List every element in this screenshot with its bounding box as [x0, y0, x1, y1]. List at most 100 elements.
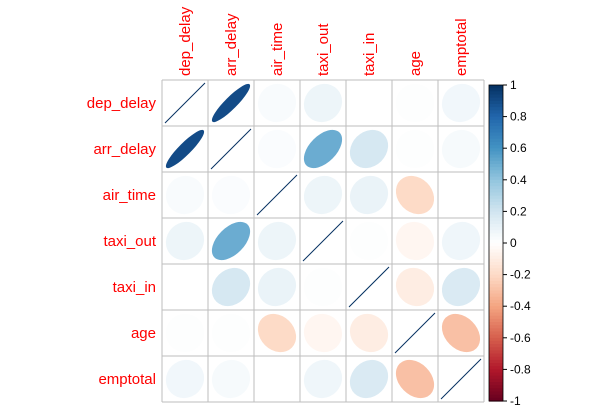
colorbar-tick-label: -0.8: [510, 362, 531, 376]
colorbar-segment: [489, 113, 503, 118]
colorbar-segment: [489, 110, 503, 115]
cell-arr_delay-emptotal: [441, 129, 481, 169]
cell-air_time-taxi_out: [303, 175, 343, 215]
cell-dep_delay-taxi_out: [303, 83, 343, 123]
colorbar-segment: [489, 284, 503, 288]
colorbar-segment: [489, 378, 503, 383]
colorbar-segment: [489, 107, 503, 111]
colorbar-segment: [489, 258, 503, 263]
column-labels: dep_delay arr_delay air_time taxi_out taxi_i…: [177, 6, 470, 76]
colorbar-segment: [489, 100, 503, 105]
cell-taxi_out-emptotal: [441, 221, 481, 261]
cell-air_time-age: [395, 175, 435, 215]
column-label-arr_delay: arr_delay: [223, 13, 240, 76]
colorbar-segment: [489, 198, 503, 203]
colorbar-segment: [489, 195, 503, 200]
cell-age-taxi_out: [303, 313, 343, 353]
colorbar-segment: [489, 337, 503, 342]
colorbar-segment: [489, 236, 503, 241]
cell-dep_delay-emptotal: [441, 83, 481, 123]
colorbar-segment: [489, 179, 503, 184]
row-label-air_time: air_time: [103, 187, 156, 204]
colorbar-segment: [489, 265, 503, 269]
colorbar-segment: [489, 331, 503, 336]
colorbar-segment: [489, 205, 503, 209]
colorbar-segment: [489, 325, 503, 329]
colorbar-tick-label: 1: [510, 78, 517, 92]
colorbar-segment: [489, 157, 503, 162]
colorbar-segment: [489, 347, 503, 352]
colorbar-segment: [489, 318, 503, 323]
colorbar-segment: [489, 220, 503, 225]
colorbar-segment: [489, 359, 503, 364]
colorbar-segment: [489, 372, 503, 377]
colorbar-segment: [489, 239, 503, 244]
colorbar-segment: [489, 141, 503, 146]
cell-taxi_in-taxi_out: [303, 267, 343, 307]
cell-dep_delay-air_time: [257, 83, 297, 123]
colorbar-segment: [489, 217, 503, 222]
cell-age-arr_delay: [211, 313, 251, 353]
row-label-arr_delay: arr_delay: [93, 141, 156, 158]
colorbar-segment: [489, 145, 503, 149]
matrix-cells: [164, 82, 482, 400]
colorbar-segment: [489, 88, 503, 92]
cell-taxi_in-dep_delay: [165, 267, 205, 307]
column-label-emptotal: emptotal: [453, 18, 470, 76]
colorbar-segment: [489, 138, 503, 143]
colorbar-segment: [489, 306, 503, 310]
colorbar-segment: [489, 129, 503, 133]
colorbar-segment: [489, 94, 503, 99]
column-label-air_time: air_time: [269, 23, 286, 76]
colorbar-segment: [489, 211, 503, 216]
cell-air_time-taxi_in: [349, 175, 389, 215]
cell-taxi_in-arr_delay: [211, 267, 251, 307]
colorbar-segment: [489, 201, 503, 206]
cell-taxi_in-taxi_in-diagonal: [348, 266, 390, 308]
colorbar-segment: [489, 173, 503, 178]
colorbar-segment: [489, 375, 503, 380]
row-label-taxi_in: taxi_in: [113, 279, 156, 296]
colorbar-segment: [489, 334, 503, 339]
colorbar-segment: [489, 176, 503, 181]
colorbar-segment: [489, 382, 503, 386]
colorbar-tick-label: 0.6: [510, 141, 527, 155]
colorbar-segment: [489, 170, 503, 175]
colorbar-segment: [489, 233, 503, 238]
colorbar-segment: [489, 97, 503, 102]
colorbar-segment: [489, 189, 503, 194]
colorbar-segment: [489, 309, 503, 314]
colorbar-segment: [489, 312, 503, 317]
column-label-dep_delay: dep_delay: [177, 6, 194, 76]
cell-dep_delay-taxi_in: [349, 83, 389, 123]
cell-emptotal-air_time: [257, 359, 297, 399]
colorbar-segment: [489, 167, 503, 171]
cell-age-dep_delay: [165, 313, 205, 353]
colorbar-segment: [489, 249, 503, 254]
colorbar-tick-label: -1: [510, 394, 521, 408]
colorbar-segment: [489, 208, 503, 212]
cell-taxi_out-dep_delay: [165, 221, 205, 261]
colorbar-segment: [489, 293, 503, 298]
colorbar-segment: [489, 394, 503, 399]
cell-taxi_in-age: [395, 267, 435, 307]
colorbar-tick-label: 0.2: [510, 204, 527, 218]
cell-age-taxi_in: [349, 313, 389, 353]
colorbar-segment: [489, 261, 503, 266]
colorbar-segment: [489, 116, 503, 121]
cell-emptotal-taxi_out: [303, 359, 343, 399]
colorbar-segment: [489, 135, 503, 140]
colorbar-segment: [489, 186, 503, 190]
colorbar-tick-label: 0.8: [510, 110, 527, 124]
cell-arr_delay-taxi_out: [303, 129, 343, 169]
row-label-emptotal: emptotal: [98, 371, 156, 388]
colorbar-segment: [489, 344, 503, 348]
colorbar-segment: [489, 315, 503, 320]
colorbar-segment: [489, 369, 503, 374]
colorbar-segment: [489, 255, 503, 260]
colorbar-segment: [489, 280, 503, 285]
colorbar-tick-label: -0.2: [510, 268, 531, 282]
colorbar-segment: [489, 296, 503, 301]
cell-arr_delay-age: [395, 129, 435, 169]
